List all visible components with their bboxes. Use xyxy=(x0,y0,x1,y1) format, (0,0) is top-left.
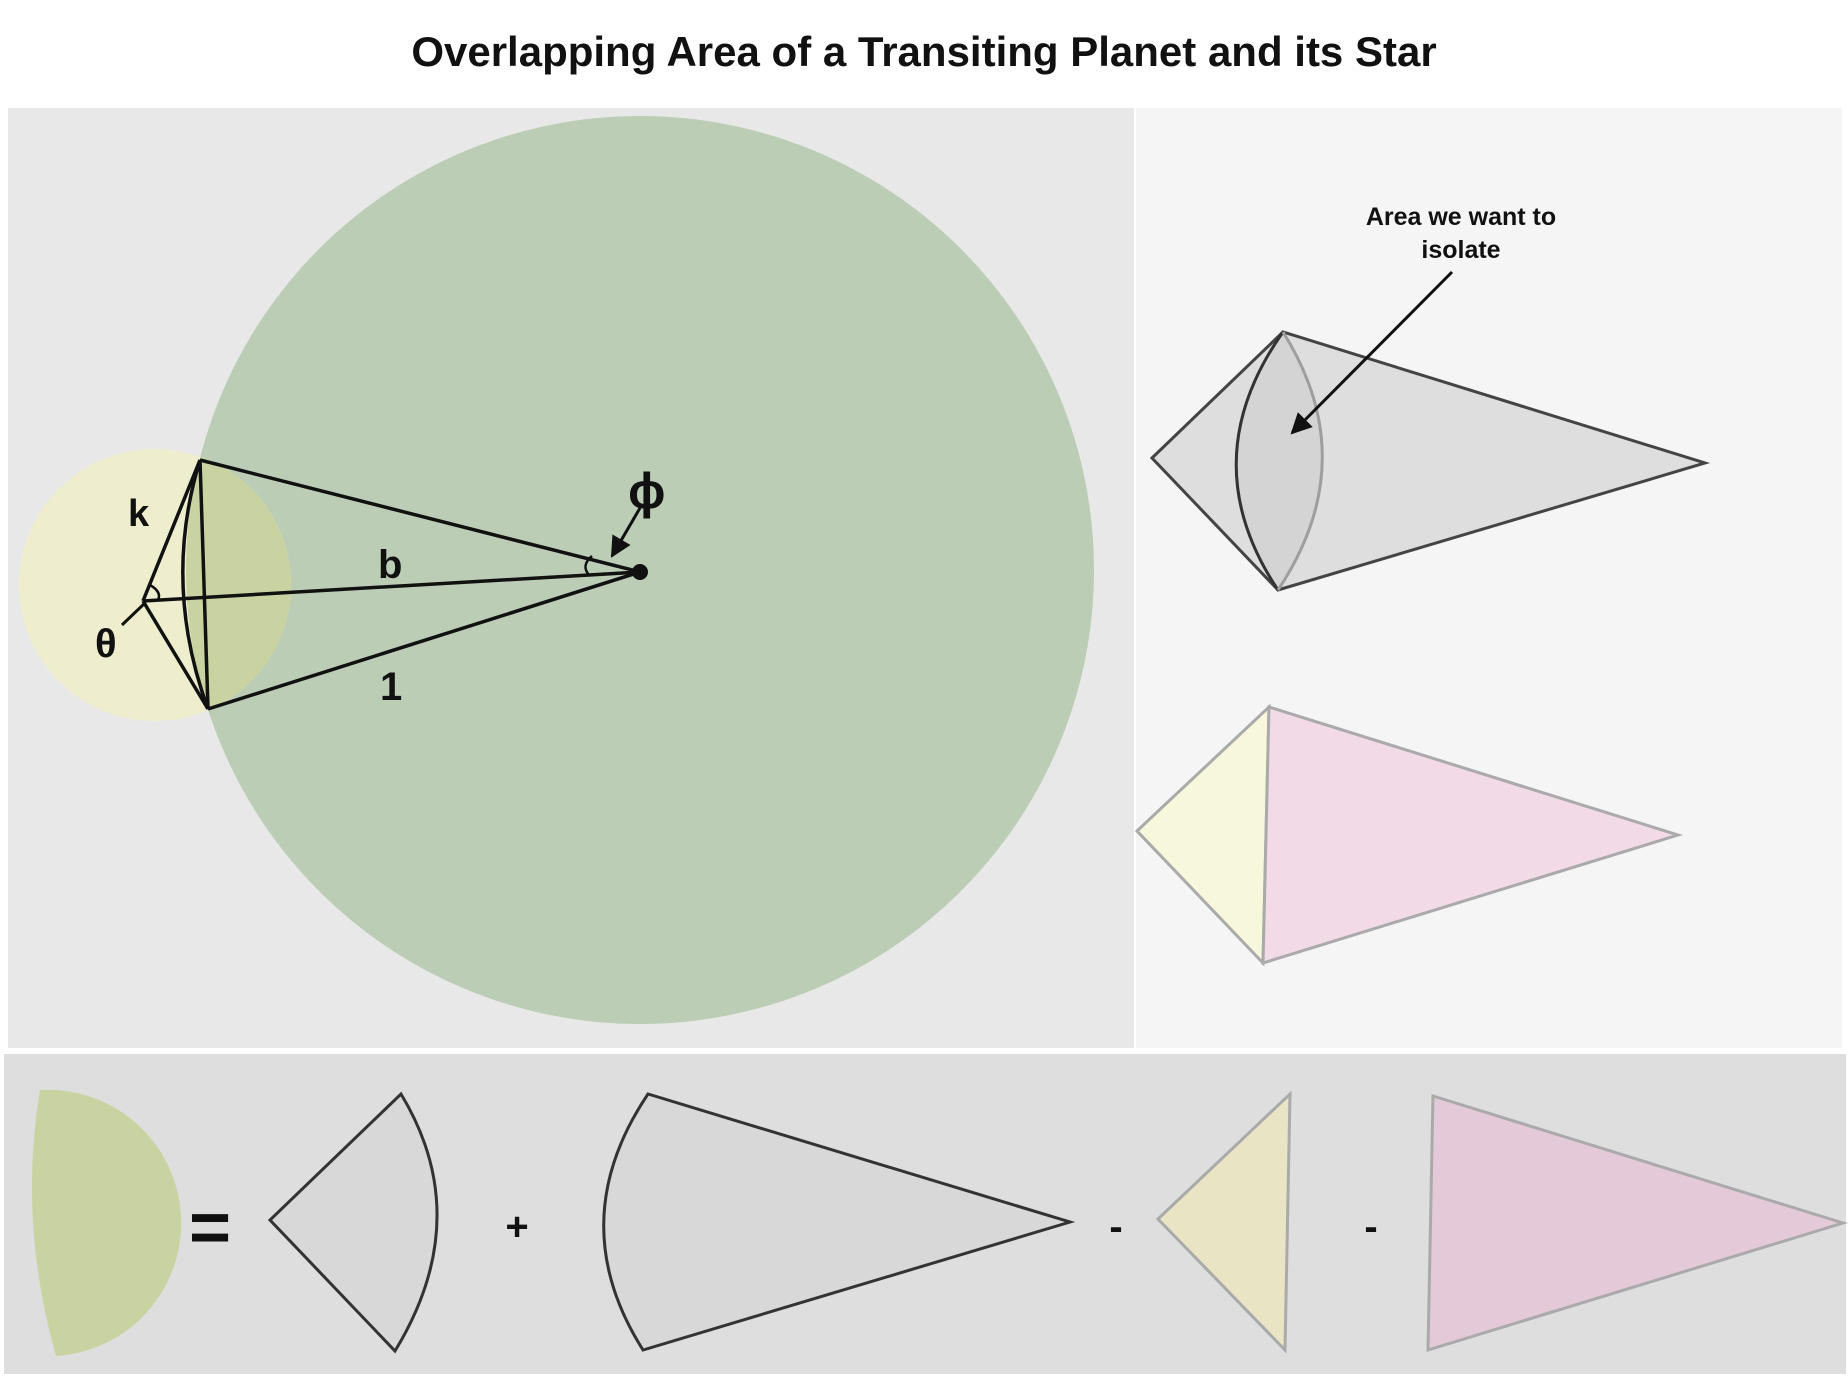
overlap-shape xyxy=(31,1089,182,1356)
star-center-dot xyxy=(632,564,648,580)
upper-star-radius xyxy=(199,458,641,574)
plus-sign: + xyxy=(505,1205,528,1249)
yellow-triangle-bottom xyxy=(1155,1090,1292,1354)
chord xyxy=(198,459,210,710)
label-k: k xyxy=(128,493,150,535)
label-phi: ϕ xyxy=(628,463,665,519)
lens-arc-dark xyxy=(1234,331,1285,591)
theta-arc xyxy=(149,583,161,601)
equals-sign: = xyxy=(189,1188,231,1268)
callout-line2: isolate xyxy=(1421,236,1500,264)
phi-pointer xyxy=(610,507,642,558)
minus-sign-2: - xyxy=(1364,1205,1377,1249)
one-segment xyxy=(207,570,641,711)
geometry-lines xyxy=(120,458,642,711)
lens-region xyxy=(1236,332,1323,590)
pink-triangle xyxy=(1261,704,1684,966)
label-theta: θ xyxy=(95,622,117,666)
label-b: b xyxy=(378,543,402,587)
minus-sign-1: - xyxy=(1109,1205,1122,1249)
lens-arc-light xyxy=(1276,331,1324,591)
callout-line1: Area we want to xyxy=(1366,203,1556,231)
b-segment xyxy=(142,570,641,603)
figure-title: Overlapping Area of a Transiting Planet … xyxy=(411,28,1437,75)
planet-sector xyxy=(267,1091,439,1354)
upper-decomposition xyxy=(1149,330,1711,592)
callout-arrow xyxy=(1290,270,1454,435)
k-segment xyxy=(141,459,202,602)
lower-planet-radius xyxy=(141,600,210,710)
phi-arc xyxy=(584,555,593,577)
pink-triangle-bottom xyxy=(1426,1093,1848,1353)
label-one: 1 xyxy=(380,665,402,709)
overlap-region xyxy=(186,449,291,721)
theta-pointer xyxy=(120,601,147,627)
star-limb-arc xyxy=(181,459,210,710)
star-sector xyxy=(602,1092,1076,1352)
lower-decomposition xyxy=(1134,703,1684,967)
